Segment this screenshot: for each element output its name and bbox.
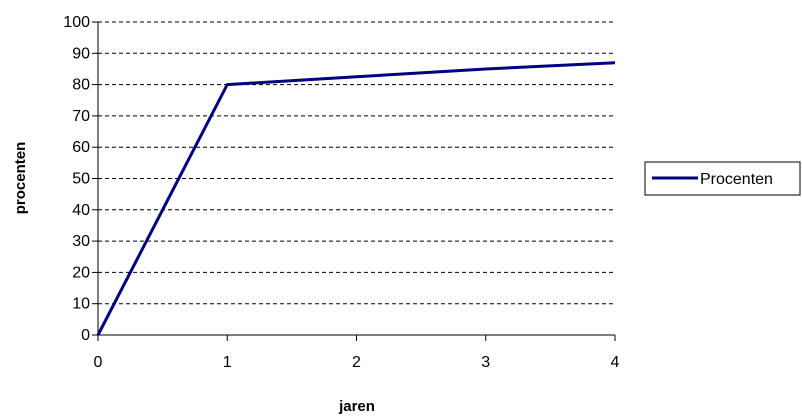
axes — [92, 21, 616, 341]
y-axis-title: procenten — [12, 142, 29, 215]
y-tick-label: 90 — [72, 45, 90, 62]
y-tick-label: 50 — [72, 171, 90, 188]
legend-label: Procenten — [700, 171, 773, 188]
x-axis-title: jaren — [338, 398, 375, 415]
x-tick-label: 4 — [611, 354, 620, 371]
y-tick-label: 10 — [72, 296, 90, 313]
y-tick-label: 0 — [81, 327, 90, 344]
x-tick-label: 0 — [94, 354, 103, 371]
y-tick-label: 20 — [72, 264, 90, 281]
x-tick-label: 3 — [481, 354, 490, 371]
series-lines — [96, 61, 616, 336]
x-tick-label: 2 — [352, 354, 361, 371]
legend: Procenten — [644, 161, 801, 196]
y-tick-label: 100 — [63, 14, 90, 31]
y-tick-label: 80 — [72, 77, 90, 94]
y-tick-label: 60 — [72, 139, 90, 156]
y-tick-label: 30 — [72, 233, 90, 250]
x-tick-label: 1 — [223, 354, 232, 371]
y-tick-label: 70 — [72, 108, 90, 125]
y-tick-labels: 0 10 20 30 40 50 60 70 80 90 100 — [63, 14, 90, 344]
gridlines — [98, 21, 615, 305]
series-line-procenten — [96, 61, 616, 336]
y-tick-label: 40 — [72, 202, 90, 219]
x-tick-labels: 0 1 2 3 4 — [94, 354, 620, 371]
